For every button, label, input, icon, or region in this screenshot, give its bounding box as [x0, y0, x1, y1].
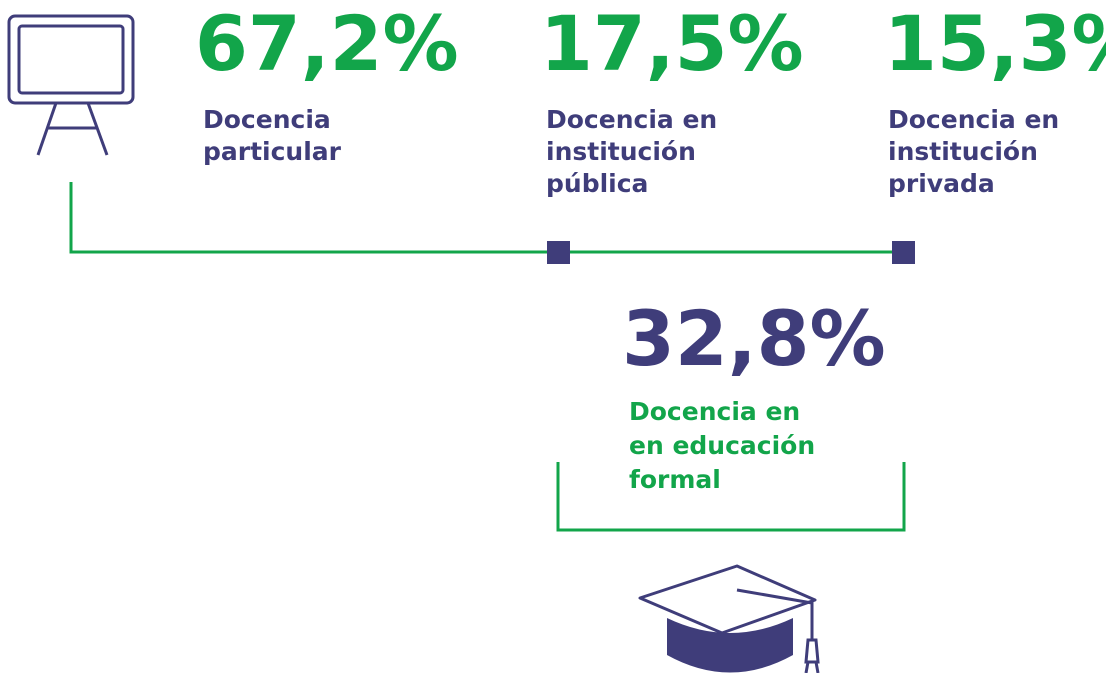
- stat-value: 15,3%: [884, 0, 1106, 88]
- stat-label: Docencia: [203, 105, 331, 134]
- formal-label: Docencia en: [629, 397, 800, 426]
- stat-label: privada: [888, 169, 995, 198]
- node-square: [892, 241, 915, 264]
- stat-label: institución: [888, 137, 1038, 166]
- stat-value: 17,5%: [540, 0, 804, 88]
- stat-label: Docencia en: [888, 105, 1059, 134]
- formal-value: 32,8%: [622, 294, 886, 383]
- whiteboard-icon: [7, 14, 135, 156]
- connector: [69, 182, 903, 254]
- stat-label: Docencia en: [546, 105, 717, 134]
- bracket: [556, 462, 906, 532]
- stat-label: particular: [203, 137, 342, 166]
- formal-label: en educación: [629, 431, 815, 460]
- stat-label: pública: [546, 169, 648, 198]
- graduation-cap-icon: [638, 564, 820, 673]
- stat-label: institución: [546, 137, 696, 166]
- stat-value: 67,2%: [195, 0, 459, 88]
- node-square: [547, 241, 570, 264]
- formal-label: formal: [629, 465, 721, 494]
